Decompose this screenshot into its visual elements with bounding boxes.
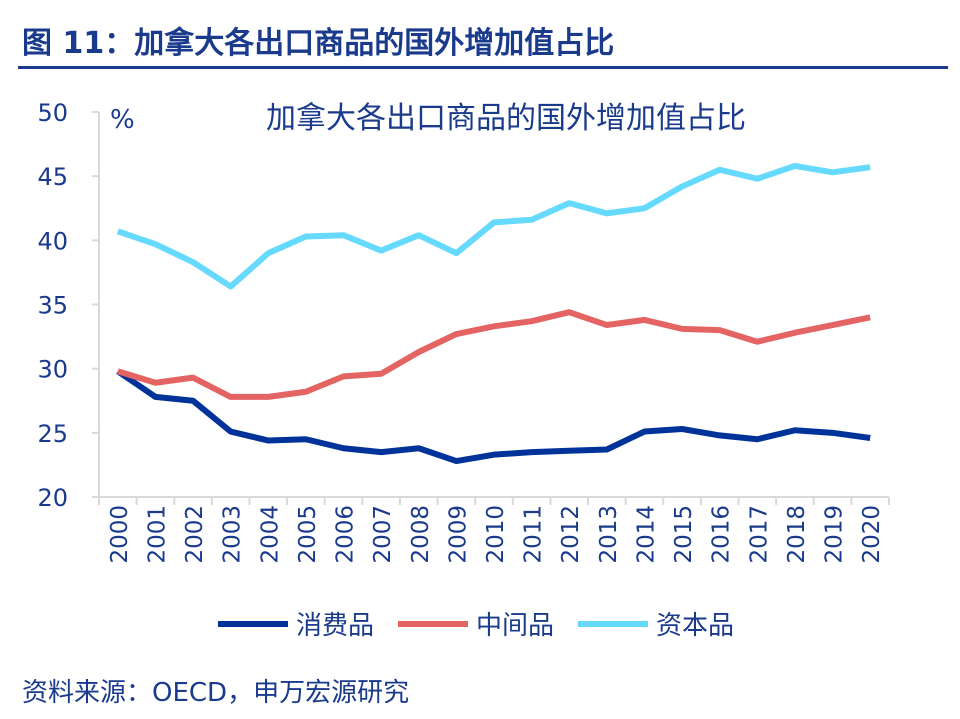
x-tick-label: 2019 — [822, 505, 848, 564]
x-tick-label: 2009 — [445, 505, 471, 564]
line-chart: 加拿大各出口商品的国外增加值占比 % 20 25 30 35 40 45 50 2000 200… — [37, 99, 890, 641]
x-tick-label: 2020 — [859, 505, 885, 564]
y-tick-label: 40 — [37, 227, 68, 255]
x-tick-label: 2005 — [295, 505, 321, 564]
series-line-2 — [116, 162, 871, 290]
x-tick-label: 2006 — [333, 505, 359, 564]
y-tick-label: 35 — [37, 292, 68, 320]
y-tick-label: 30 — [37, 356, 68, 384]
x-tick-label: 2013 — [596, 505, 622, 564]
y-tick-label: 45 — [37, 163, 68, 191]
x-tick-label: 2016 — [709, 505, 735, 564]
x-tick-label: 2004 — [257, 505, 283, 564]
series-line-1 — [116, 309, 871, 400]
x-tick-label: 2003 — [220, 505, 246, 564]
legend-label: 资本品 — [656, 611, 734, 641]
series-line-0 — [116, 368, 871, 465]
legend-label: 中间品 — [476, 611, 554, 641]
x-tick-label: 2018 — [784, 505, 810, 564]
chart-title: 加拿大各出口商品的国外增加值占比 — [266, 101, 746, 136]
source-note: 资料来源：OECD，申万宏源研究 — [22, 678, 410, 708]
title-rule — [18, 66, 948, 69]
legend-label: 消费品 — [296, 611, 374, 641]
x-tick-label: 2015 — [671, 505, 697, 564]
x-tick-label: 2001 — [144, 505, 170, 564]
x-tick-label: 2011 — [521, 505, 547, 564]
x-tick-label: 2002 — [182, 505, 208, 564]
x-tick-label: 2010 — [483, 505, 509, 564]
x-tick-label: 2017 — [746, 505, 772, 564]
x-tick-label: 2007 — [370, 505, 396, 564]
y-tick-label: 25 — [37, 420, 68, 448]
figure-title: 图 11：加拿大各出口商品的国外增加值占比 — [22, 26, 615, 61]
x-tick-label: 2014 — [633, 505, 659, 564]
x-tick-label: 2008 — [408, 505, 434, 564]
x-tick-label: 2000 — [107, 505, 133, 564]
y-tick-label: 50 — [37, 99, 68, 127]
y-tick-label: 20 — [37, 484, 68, 512]
x-tick-label: 2012 — [558, 505, 584, 564]
y-axis-unit: % — [110, 105, 135, 135]
